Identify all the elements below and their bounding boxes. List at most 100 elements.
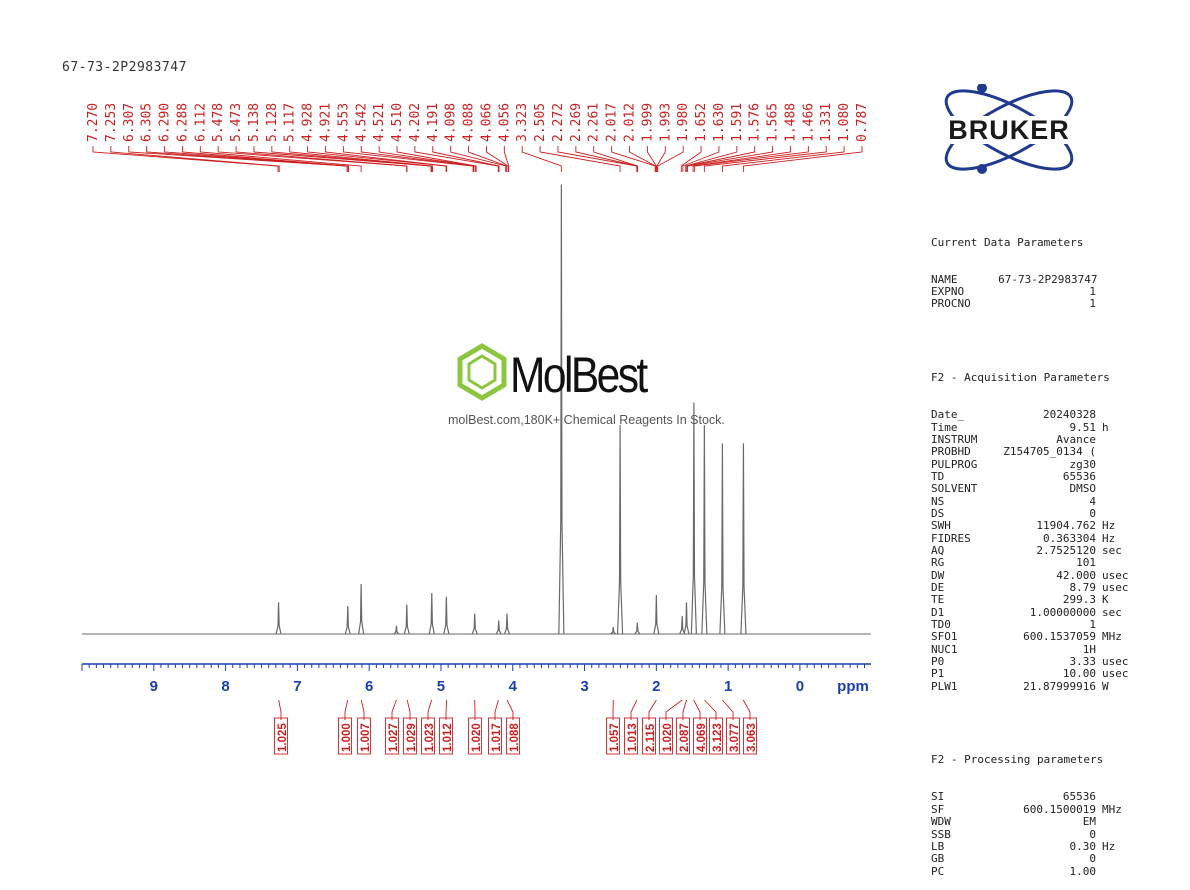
peak-label: 1.980 [676,103,691,142]
param-value: 1.00 [1001,866,1096,878]
param-key: PROCNO [931,298,1001,310]
integral-value: 3.063 [746,723,758,752]
peak-label-leader [522,146,561,172]
x-tick-label: 0 [796,678,804,695]
param-unit [1096,459,1139,471]
param-value: EM [1001,816,1096,828]
x-tick-label: 5 [437,678,445,695]
spectrum-peak [691,402,696,634]
peak-label: 4.191 [426,103,441,142]
integral-leader [392,700,396,720]
integral-leader [279,700,281,720]
param-unit [1096,409,1139,421]
integral-leader [495,700,498,720]
x-tick-label: 6 [365,678,373,695]
integral-leader [428,700,432,720]
param-unit [1096,557,1139,569]
integral-leader [649,700,656,720]
param-unit [1096,298,1139,310]
peak-label-leader [576,146,637,172]
peak-label: 1.080 [837,103,852,142]
integral-value: 3.123 [712,723,724,752]
peak-label-leader [693,146,790,172]
param-key: SOLVENT [931,483,1001,495]
param-value: 21.87999916 [1001,681,1096,693]
integral-value: 1.007 [360,723,372,752]
param-key: GB [931,853,1001,865]
peak-label: 3.323 [515,103,530,142]
peak-label: 2.269 [569,103,584,142]
integral-value: 1.088 [509,723,521,752]
current-params-title: Current Data Parameters [931,237,1139,249]
spectrum-peak [741,443,746,634]
param-value: 0 [1001,853,1096,865]
param-key: LB [931,841,1001,853]
param-unit [1096,496,1139,508]
spectrum-peak [394,626,399,634]
peak-label: 6.305 [140,103,155,142]
param-key: PC [931,866,1001,878]
benzene-ring-icon [452,342,512,402]
x-tick-label: 9 [150,678,158,695]
peak-label: 1.488 [783,103,798,142]
spectrum-peak [496,620,501,634]
param-value: DMSO [1001,483,1096,495]
peak-label: 4.921 [318,103,333,142]
integral-value: 4.069 [696,723,708,752]
param-row: Date_20240328 [931,409,1139,421]
spectrum-peak [611,627,616,634]
x-tick-label: 8 [221,678,229,695]
x-tick-label: 4 [509,678,518,695]
peak-label: 7.270 [86,103,101,142]
spectrum-peak [654,595,659,634]
param-unit [1098,274,1140,286]
peak-label-leader [433,146,499,172]
bruker-logo: BRUKER [924,84,1094,176]
param-unit: MHz [1096,631,1139,643]
peak-label: 2.272 [551,103,566,142]
peak-label: 4.928 [301,103,316,142]
peak-label: 5.138 [247,103,262,142]
peak-label: 4.098 [444,103,459,142]
peak-label: 6.290 [158,103,173,142]
param-unit [1096,471,1139,483]
param-key: SWH [931,520,1001,532]
watermark-name: MolBest [510,346,646,404]
param-value: 65536 [1001,791,1096,803]
integral-value: 1.000 [341,723,353,752]
peak-label: 6.288 [175,103,190,142]
param-value: 20240328 [1001,409,1096,421]
peak-label-leader [681,146,701,172]
param-value: Z154705_0134 ( [1001,446,1096,458]
integral-value: 1.029 [406,723,418,752]
integral-leader [666,700,682,720]
integral-leader [694,700,700,720]
param-key: Date_ [931,409,1001,421]
peak-label: 5.473 [229,103,244,142]
x-axis-label: ppm [837,678,869,695]
peak-label: 1.993 [658,103,673,142]
peak-label: 4.510 [390,103,405,142]
spectrum-peak [505,614,510,634]
integral-leader [361,700,364,720]
peak-label: 4.056 [497,103,512,142]
peak-label: 6.307 [122,103,137,142]
param-key: SFO1 [931,631,1001,643]
param-value: 10.00 [1001,668,1096,680]
spectrum-peak [345,606,350,634]
peak-label: 5.117 [283,103,298,142]
param-unit [1096,446,1139,458]
peak-label: 2.261 [587,103,602,142]
peak-label: 2.012 [623,103,638,142]
integral-leader [345,700,348,720]
